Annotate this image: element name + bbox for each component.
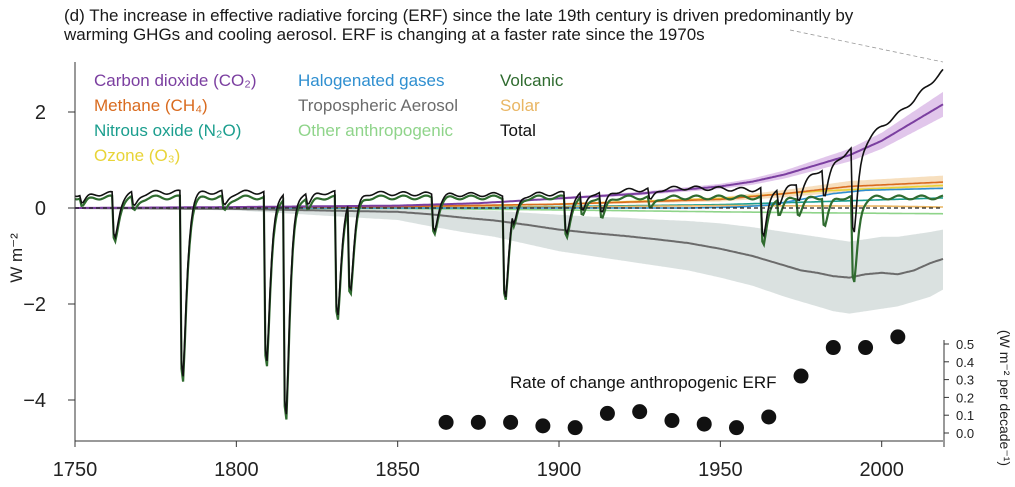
rate-point bbox=[503, 414, 519, 430]
series-line-co2 bbox=[75, 103, 944, 209]
aerosol-uncertainty-band bbox=[75, 208, 943, 314]
legend-entry-total: Total bbox=[500, 121, 536, 140]
main-axes: 2 0 −2 −4 1750 1800 1850 1900 1950 2000 W m⁻² bbox=[7, 62, 943, 481]
legend-entry-n2o: Nitrous oxide (N₂O) bbox=[94, 121, 241, 140]
rate-point bbox=[696, 416, 712, 432]
rate-point bbox=[728, 420, 744, 436]
x-tick-label: 2000 bbox=[859, 459, 904, 481]
rate-y-tick-label: 0.5 bbox=[956, 337, 974, 352]
legend-entry-other: Other anthropogenic bbox=[298, 121, 453, 140]
rate-point bbox=[664, 413, 680, 429]
rate-point bbox=[567, 420, 583, 436]
series-line-aero bbox=[75, 207, 944, 279]
legend-entry-co2: Carbon dioxide (CO₂) bbox=[94, 71, 257, 90]
rate-y-tick-label: 0.2 bbox=[956, 390, 974, 405]
legend-entry-ch4: Methane (CH₄) bbox=[94, 96, 208, 115]
legend-entry-volc: Volcanic bbox=[500, 71, 564, 90]
rate-point bbox=[825, 340, 841, 356]
rate-annotation: Rate of change anthropogenic ERF bbox=[510, 373, 777, 392]
legend: Carbon dioxide (CO₂) Methane (CH₄) Nitrous… bbox=[94, 71, 564, 165]
y-axis-label: W m⁻² bbox=[7, 233, 26, 283]
x-tick-label: 1900 bbox=[537, 459, 582, 481]
y-tick-label: 2 bbox=[35, 102, 46, 124]
chart-title-line-2: warming GHGs and cooling aerosol. ERF is… bbox=[64, 25, 705, 44]
series-line-total bbox=[74, 68, 944, 415]
zoom-connector-dash bbox=[789, 29, 944, 63]
rate-of-change-panel: 0.0 0.1 0.2 0.3 0.4 0.5 (W m⁻² per decade⁻¹) Ra… bbox=[438, 329, 1013, 466]
rate-y-tick-label: 0.0 bbox=[956, 426, 974, 441]
x-tick-label: 1950 bbox=[698, 459, 743, 481]
legend-entry-aero: Tropospheric Aerosol bbox=[298, 96, 458, 115]
rate-point bbox=[599, 405, 615, 421]
series-line-ch4 bbox=[75, 181, 944, 209]
x-tick-label: 1750 bbox=[53, 459, 98, 481]
legend-entry-o3: Ozone (O₃) bbox=[94, 146, 180, 165]
legend-entry-solar: Solar bbox=[500, 96, 540, 115]
forcing-series-lines bbox=[74, 68, 944, 420]
rate-point bbox=[632, 404, 648, 420]
legend-entry-halo: Halogenated gases bbox=[298, 71, 445, 90]
zoom-connector-line bbox=[789, 29, 944, 63]
rate-point bbox=[470, 414, 486, 430]
rate-point bbox=[793, 368, 809, 384]
rate-point bbox=[438, 414, 454, 430]
methane-uncertainty-band bbox=[559, 175, 943, 206]
rate-point bbox=[890, 329, 906, 345]
rate-point bbox=[858, 340, 874, 356]
rate-y-tick-label: 0.3 bbox=[956, 373, 974, 388]
chart-title: (d) The increase in effective radiative … bbox=[64, 6, 1009, 44]
chart-title-line-1: (d) The increase in effective radiative … bbox=[64, 6, 854, 25]
rate-y-tick-label: 0.4 bbox=[956, 355, 974, 370]
x-tick-label: 1800 bbox=[214, 459, 259, 481]
y-tick-label: −2 bbox=[23, 294, 46, 316]
y-tick-label: −4 bbox=[23, 390, 46, 412]
rate-y-axis-label: (W m⁻² per decade⁻¹) bbox=[997, 330, 1013, 466]
y-tick-label: 0 bbox=[35, 198, 46, 220]
x-tick-label: 1850 bbox=[375, 459, 420, 481]
rate-y-tick-label: 0.1 bbox=[956, 408, 974, 423]
rate-point bbox=[761, 409, 777, 425]
rate-point bbox=[535, 418, 551, 434]
